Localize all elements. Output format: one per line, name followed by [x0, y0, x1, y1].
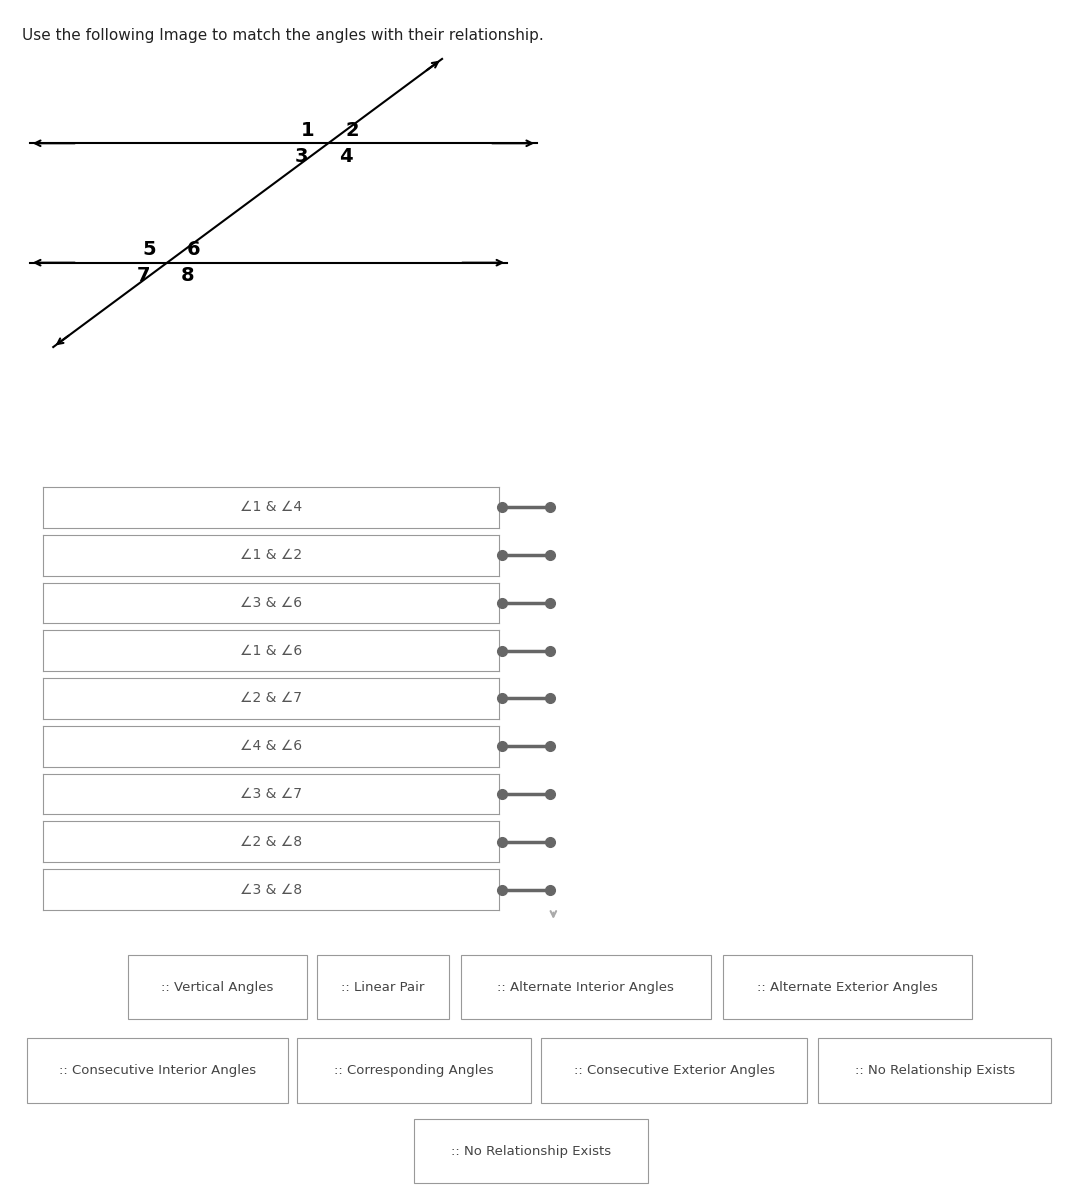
Text: 5: 5 — [142, 240, 156, 259]
Text: :: Linear Pair: :: Linear Pair — [342, 980, 424, 993]
FancyBboxPatch shape — [128, 955, 307, 1020]
FancyBboxPatch shape — [723, 955, 972, 1020]
Text: 8: 8 — [181, 266, 195, 285]
Text: 7: 7 — [137, 266, 150, 285]
Text: :: Alternate Exterior Angles: :: Alternate Exterior Angles — [757, 980, 937, 993]
Text: :: Corresponding Angles: :: Corresponding Angles — [334, 1064, 494, 1077]
Text: ∠1 & ∠4: ∠1 & ∠4 — [240, 500, 303, 515]
FancyBboxPatch shape — [461, 955, 711, 1020]
Text: 6: 6 — [187, 240, 201, 259]
Text: :: Alternate Interior Angles: :: Alternate Interior Angles — [497, 980, 675, 993]
FancyBboxPatch shape — [414, 1119, 648, 1183]
Text: ∠3 & ∠8: ∠3 & ∠8 — [240, 882, 303, 897]
Text: :: Consecutive Exterior Angles: :: Consecutive Exterior Angles — [574, 1064, 775, 1077]
FancyBboxPatch shape — [818, 1038, 1051, 1103]
Text: ∠4 & ∠6: ∠4 & ∠6 — [240, 739, 303, 753]
Text: Use the following Image to match the angles with their relationship.: Use the following Image to match the ang… — [22, 29, 544, 43]
Text: ∠3 & ∠7: ∠3 & ∠7 — [240, 787, 303, 801]
Text: ∠1 & ∠2: ∠1 & ∠2 — [240, 548, 303, 562]
Text: ∠2 & ∠8: ∠2 & ∠8 — [240, 835, 303, 849]
Text: ∠2 & ∠7: ∠2 & ∠7 — [240, 691, 303, 706]
Text: ∠1 & ∠6: ∠1 & ∠6 — [240, 644, 303, 658]
FancyBboxPatch shape — [27, 1038, 288, 1103]
FancyBboxPatch shape — [317, 955, 449, 1020]
FancyBboxPatch shape — [297, 1038, 531, 1103]
Text: 3: 3 — [295, 147, 308, 166]
Text: :: No Relationship Exists: :: No Relationship Exists — [855, 1064, 1014, 1077]
Text: :: Consecutive Interior Angles: :: Consecutive Interior Angles — [59, 1064, 256, 1077]
FancyBboxPatch shape — [541, 1038, 807, 1103]
Text: :: Vertical Angles: :: Vertical Angles — [162, 980, 273, 993]
Text: ∠3 & ∠6: ∠3 & ∠6 — [240, 596, 303, 610]
Text: 2: 2 — [345, 121, 359, 140]
Text: 4: 4 — [340, 147, 353, 166]
Text: 1: 1 — [301, 121, 315, 140]
Text: :: No Relationship Exists: :: No Relationship Exists — [451, 1145, 611, 1157]
